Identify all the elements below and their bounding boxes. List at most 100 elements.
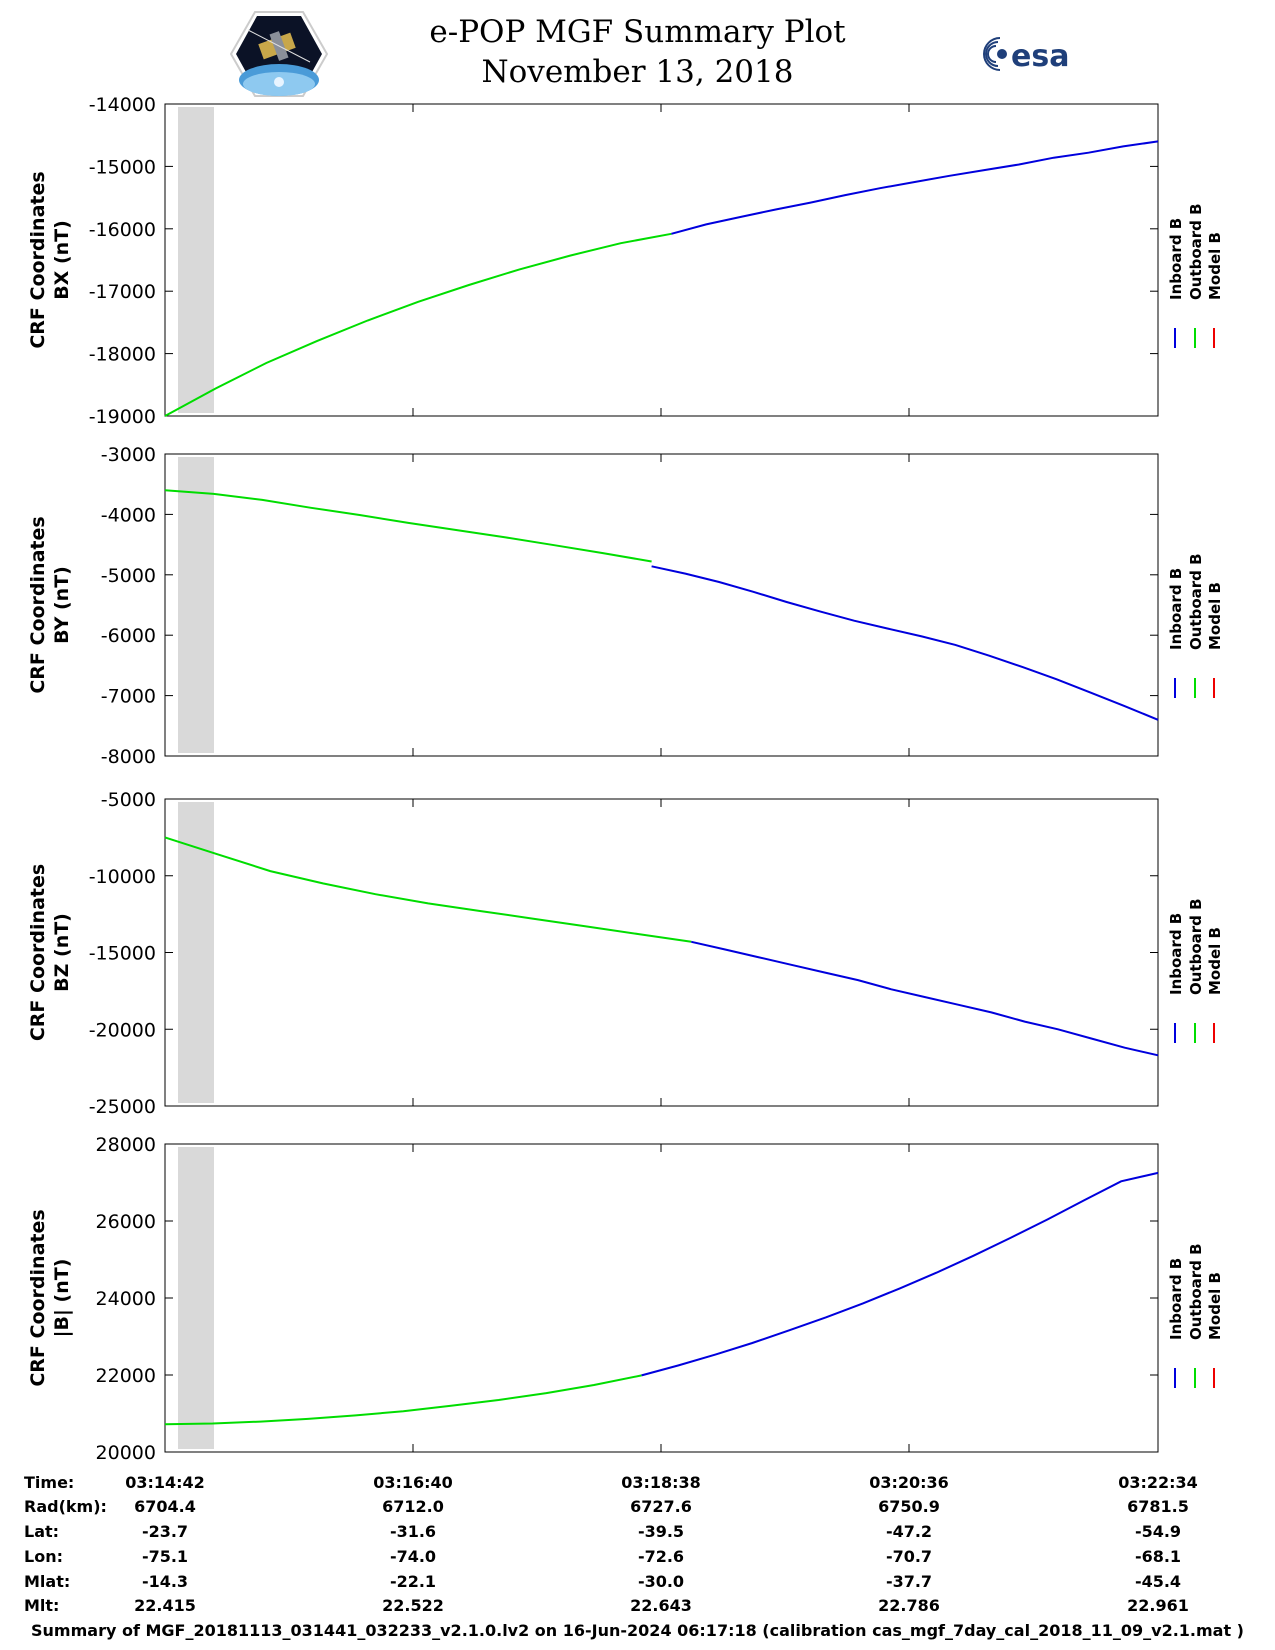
table-cell: 22.961 (1127, 1596, 1189, 1615)
y-tick-label: -5000 (101, 789, 156, 811)
y-tick-label: -18000 (89, 344, 156, 366)
legend-outboard-b-label: Outboard B (1187, 898, 1205, 995)
table-cell: -72.6 (638, 1547, 684, 1566)
table-cell: -23.7 (142, 1522, 188, 1541)
plot-frame (164, 1143, 1159, 1453)
y-tick-label: -10000 (89, 866, 156, 888)
y-tick-label: -4000 (101, 504, 156, 526)
outboard-b-line (164, 232, 672, 417)
table-cell: -37.7 (886, 1572, 932, 1591)
outboard-b-line (164, 489, 652, 563)
table-cell: -70.7 (886, 1547, 932, 1566)
inboard-b-line (651, 565, 1159, 721)
table-row-label: Lat: (24, 1522, 59, 1541)
esa-logo: esa (983, 37, 1069, 74)
plot-date: November 13, 2018 (481, 54, 794, 90)
table-row-label: Mlat: (24, 1572, 70, 1591)
y-axis-label: CRF Coordinates (27, 171, 49, 348)
legend-model-b-label: Model B (1206, 1272, 1224, 1340)
legend-outboard-b-label: Outboard B (1187, 553, 1205, 650)
y-tick-label: -16000 (89, 219, 156, 241)
table-cell: -45.4 (1135, 1572, 1181, 1591)
y-tick-label: -17000 (89, 281, 156, 303)
legend-outboard-b-label: Outboard B (1187, 203, 1205, 300)
legend-model-b-label: Model B (1206, 927, 1224, 995)
table-cell: 22.415 (134, 1596, 196, 1615)
table-cell: 6727.6 (630, 1497, 692, 1516)
y-tick-label: -19000 (89, 406, 156, 428)
y-tick-label: -15000 (89, 943, 156, 965)
y-axis-label: BY (nT) (51, 566, 73, 644)
legend-inboard-b-label: Inboard B (1167, 913, 1185, 995)
table-cell: 03:20:36 (869, 1473, 949, 1492)
inboard-b-line (641, 1171, 1159, 1377)
table-cell: -14.3 (142, 1572, 188, 1591)
table-cell: 6781.5 (1127, 1497, 1189, 1516)
table-cell: 6712.0 (382, 1497, 444, 1516)
y-axis-label: BX (nT) (51, 220, 73, 300)
cassiope-mission-logo (230, 11, 328, 97)
table-cell: -22.1 (390, 1572, 436, 1591)
y-axis-label: BZ (nT) (51, 913, 73, 992)
inboard-b-line (671, 140, 1159, 235)
table-cell: 03:18:38 (621, 1473, 701, 1492)
table-cell: -47.2 (886, 1522, 932, 1541)
shaded-interval (178, 107, 214, 413)
outboard-b-line (164, 836, 692, 943)
shaded-interval (178, 1147, 214, 1449)
inboard-b-line (691, 940, 1159, 1057)
y-tick-label: -3000 (101, 444, 156, 466)
legend-model-b-label: Model B (1206, 232, 1224, 300)
y-tick-label: -6000 (101, 625, 156, 647)
y-axis-label: |B| (nT) (51, 1259, 73, 1338)
plot-frame (164, 453, 1159, 757)
y-tick-label: -20000 (89, 1019, 156, 1041)
table-cell: -75.1 (142, 1547, 188, 1566)
table-cell: -68.1 (1135, 1547, 1181, 1566)
plot-title: e-POP MGF Summary Plot (429, 14, 846, 50)
table-cell: 03:16:40 (373, 1473, 453, 1492)
plot-frame (164, 798, 1159, 1107)
y-tick-label: -7000 (101, 686, 156, 708)
table-cell: -39.5 (638, 1522, 684, 1541)
table-cell: -54.9 (1135, 1522, 1181, 1541)
plot-frame (164, 103, 1159, 417)
table-cell: 03:22:34 (1118, 1473, 1198, 1492)
table-row-label: Time: (24, 1473, 74, 1492)
table-row-label: Rad(km): (24, 1497, 107, 1516)
table-cell: -74.0 (390, 1547, 436, 1566)
table-cell: 22.643 (630, 1596, 692, 1615)
legend-inboard-b-label: Inboard B (1167, 568, 1185, 650)
legend-inboard-b-label: Inboard B (1167, 218, 1185, 300)
y-tick-label: 24000 (96, 1288, 156, 1310)
legend-inboard-b-label: Inboard B (1167, 1258, 1185, 1340)
y-tick-label: 22000 (96, 1365, 156, 1387)
table-row-label: Lon: (24, 1547, 63, 1566)
outboard-b-line (164, 1374, 642, 1426)
shaded-interval (178, 457, 214, 753)
table-cell: -31.6 (390, 1522, 436, 1541)
y-tick-label: -5000 (101, 565, 156, 587)
table-cell: 6750.9 (878, 1497, 940, 1516)
legend-model-b-label: Model B (1206, 582, 1224, 650)
y-tick-label: -14000 (89, 94, 156, 116)
table-cell: -30.0 (638, 1572, 684, 1591)
y-tick-label: -15000 (89, 156, 156, 178)
table-cell: 22.786 (878, 1596, 940, 1615)
y-tick-label: -25000 (89, 1096, 156, 1118)
footer-caption: Summary of MGF_20181113_031441_032233_v2… (31, 1621, 1244, 1640)
table-cell: 6704.4 (134, 1497, 196, 1516)
table-cell: 22.522 (382, 1596, 444, 1615)
y-axis-label: CRF Coordinates (27, 864, 49, 1041)
esa-logo-text: esa (1011, 39, 1069, 74)
y-axis-label: CRF Coordinates (27, 1209, 49, 1386)
table-cell: 03:14:42 (125, 1473, 205, 1492)
y-tick-label: -8000 (101, 746, 156, 768)
legend-outboard-b-label: Outboard B (1187, 1243, 1205, 1340)
y-axis-label: CRF Coordinates (27, 516, 49, 693)
y-tick-label: 26000 (96, 1211, 156, 1233)
table-row-label: Mlt: (24, 1596, 59, 1615)
y-tick-label: 28000 (96, 1134, 156, 1156)
y-tick-label: 20000 (96, 1442, 156, 1464)
